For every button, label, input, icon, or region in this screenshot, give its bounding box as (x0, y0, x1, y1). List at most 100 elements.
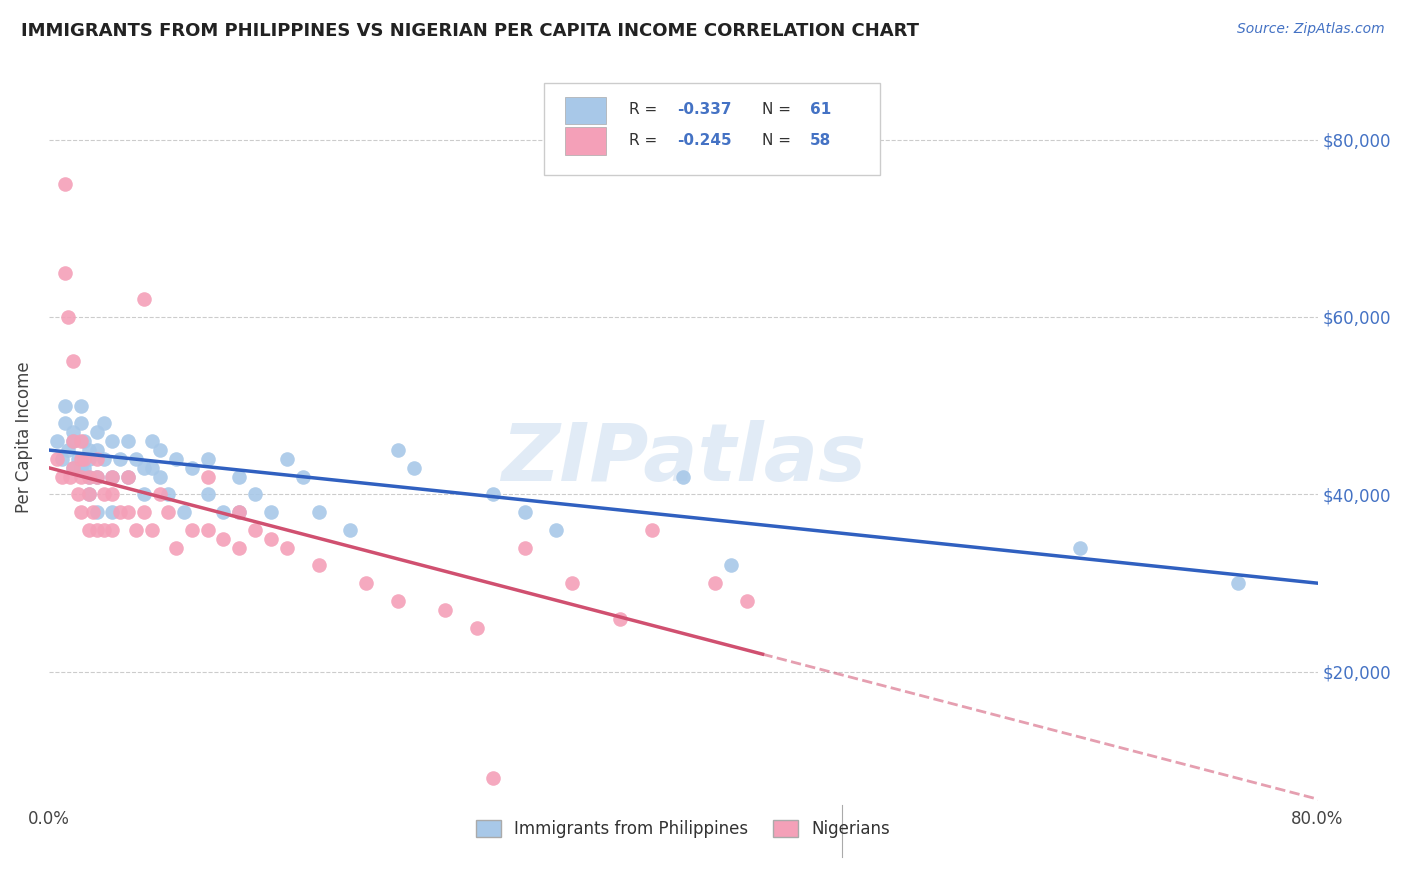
Point (62, 460, 84, 475)
Point (125, 523, 148, 537)
Point (58, 469, 80, 483)
Text: -0.245: -0.245 (676, 133, 731, 148)
Point (149, 469, 172, 483)
Text: 58: 58 (810, 133, 831, 148)
Point (86, 452, 108, 467)
Point (101, 523, 124, 537)
Point (308, 505, 330, 519)
Point (53, 177, 76, 191)
Point (69, 469, 91, 483)
Point (69, 434, 91, 449)
Point (243, 523, 266, 537)
Point (228, 505, 250, 519)
Text: N =: N = (762, 103, 796, 117)
Point (73, 434, 96, 449)
Point (69, 417, 91, 431)
Text: Source: ZipAtlas.com: Source: ZipAtlas.com (1237, 22, 1385, 37)
Point (69, 460, 91, 475)
Point (132, 487, 155, 501)
Point (77, 523, 100, 537)
Point (56, 443, 79, 458)
Point (308, 558, 330, 573)
Point (51, 452, 73, 467)
Point (465, 621, 488, 635)
Point (228, 541, 250, 555)
Point (165, 541, 187, 555)
Point (93, 523, 115, 537)
Point (82, 505, 104, 519)
Point (77, 469, 100, 483)
Point (110, 505, 132, 519)
Point (197, 523, 219, 537)
Text: -0.337: -0.337 (676, 103, 731, 117)
Point (387, 594, 409, 608)
Point (1069, 541, 1091, 555)
FancyBboxPatch shape (544, 83, 880, 176)
Point (173, 505, 195, 519)
Text: ZIPatlas: ZIPatlas (501, 420, 866, 498)
Point (276, 541, 298, 555)
Point (704, 576, 727, 591)
Point (149, 443, 172, 458)
Point (434, 603, 457, 617)
Point (73, 460, 96, 475)
FancyBboxPatch shape (565, 128, 606, 155)
Point (149, 487, 172, 501)
Point (56, 310, 79, 324)
Point (73, 452, 96, 467)
Point (77, 452, 100, 467)
Point (132, 460, 155, 475)
Point (86, 443, 108, 458)
Point (66, 452, 89, 467)
Text: IMMIGRANTS FROM PHILIPPINES VS NIGERIAN PER CAPITA INCOME CORRELATION CHART: IMMIGRANTS FROM PHILIPPINES VS NIGERIAN … (21, 22, 920, 40)
Point (228, 505, 250, 519)
Point (212, 505, 235, 519)
Point (354, 576, 377, 591)
Point (62, 460, 84, 475)
Point (156, 505, 179, 519)
Point (101, 469, 124, 483)
Point (101, 487, 124, 501)
FancyBboxPatch shape (565, 96, 606, 125)
Point (228, 469, 250, 483)
Point (117, 505, 139, 519)
Point (101, 434, 124, 449)
Point (260, 532, 283, 546)
Point (243, 487, 266, 501)
Point (45, 452, 67, 467)
Point (117, 434, 139, 449)
Point (197, 452, 219, 467)
Point (93, 487, 115, 501)
Point (141, 460, 163, 475)
Point (101, 505, 124, 519)
Point (720, 558, 742, 573)
Point (53, 417, 76, 431)
Point (86, 469, 108, 483)
Point (482, 772, 505, 786)
Point (93, 417, 115, 431)
Point (77, 487, 100, 501)
Point (180, 460, 202, 475)
Text: 61: 61 (810, 103, 831, 117)
Point (132, 505, 155, 519)
Point (53, 266, 76, 280)
Point (77, 443, 100, 458)
Legend: Immigrants from Philippines, Nigerians: Immigrants from Philippines, Nigerians (470, 813, 897, 845)
Point (77, 487, 100, 501)
Point (62, 425, 84, 440)
Point (125, 452, 148, 467)
Point (86, 505, 108, 519)
Point (69, 399, 91, 413)
Point (86, 425, 108, 440)
Point (69, 505, 91, 519)
Point (197, 469, 219, 483)
Point (93, 452, 115, 467)
Point (45, 434, 67, 449)
Point (156, 487, 179, 501)
Point (62, 434, 84, 449)
Point (197, 487, 219, 501)
Text: N =: N = (762, 133, 796, 148)
Point (546, 523, 568, 537)
Point (66, 487, 89, 501)
Point (77, 469, 100, 483)
